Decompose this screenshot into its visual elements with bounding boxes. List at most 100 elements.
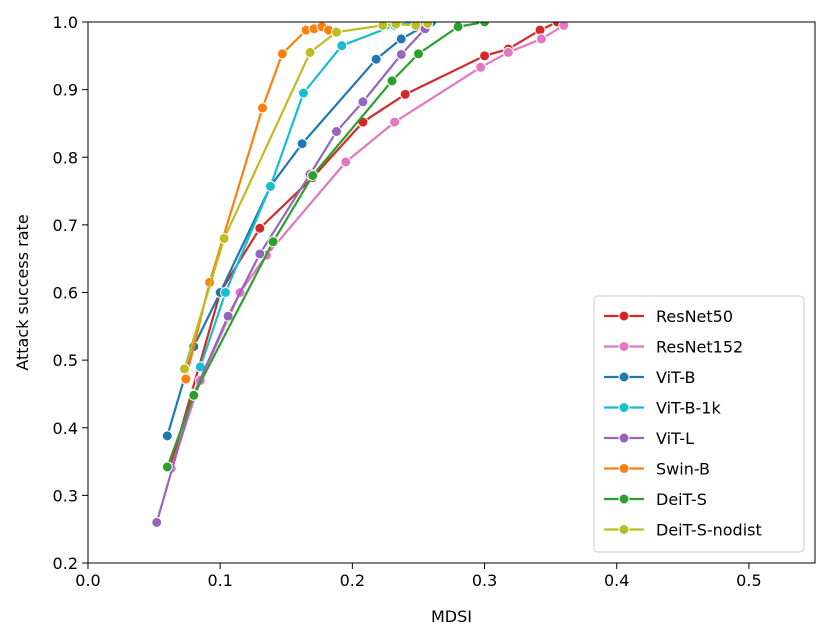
data-point-swin-b [256,102,268,114]
data-point-vit-l [357,96,369,108]
data-point-vit-l [395,48,407,60]
series-line-deit-s [166,22,485,468]
legend-item-swin-b: Swin-B [604,460,710,479]
legend-item-resnet152: ResNet152 [604,338,743,357]
series-swin-b [180,22,335,385]
data-point-vit-b [395,33,407,45]
data-point-deit-s [452,22,464,33]
data-point-resnet50 [254,222,266,234]
legend-label: DeiT-S-nodist [656,521,762,540]
data-point-vit-l [254,248,266,260]
x-axis-label: MDSI [431,607,472,626]
legend: ResNet50 ResNet152 ViT-B ViT-B-1k ViT-L Swin-… [593,295,805,553]
data-point-deit-s-nodist [331,26,343,38]
data-point-resnet152 [502,46,514,58]
data-point-vit-b [370,53,382,65]
x-tick-label: 0.2 [340,571,365,590]
y-tick-label: 0.9 [53,81,78,100]
data-point-resnet152 [475,61,487,73]
legend-item-vit-b: ViT-B [604,368,696,387]
data-point-resnet152 [389,116,401,128]
x-tick-label: 0.3 [472,571,497,590]
y-tick-label: 0.6 [53,284,78,303]
legend-label: ViT-B [656,368,696,387]
data-point-deit-s [188,389,200,401]
y-tick-label: 0.8 [53,148,78,167]
data-point-deit-s [267,236,279,248]
series-vit-l [151,23,431,528]
data-point-deit-s-nodist [390,22,402,30]
data-point-vit-b-1k [336,40,348,52]
legend-label: ResNet152 [656,338,743,357]
plot-border [87,21,816,564]
y-axis-label: Attack success rate [13,214,32,370]
data-point-vit-b-1k [297,87,309,99]
legend-swatch-marker [618,402,630,413]
data-point-resnet50 [399,88,411,100]
data-point-deit-s-nodist [422,22,434,29]
data-point-deit-s-nodist [377,22,389,31]
legend-swatch-marker [618,341,630,352]
series-line-resnet152 [170,24,565,469]
data-point-resnet152 [340,156,352,168]
legend-swatch-marker [618,432,630,444]
data-point-vit-l [331,126,343,138]
legend-item-vit-b-1k: ViT-B-1k [604,399,721,418]
legend-item-deit-s: DeiT-S [604,490,707,509]
data-point-deit-s-nodist [178,363,190,375]
y-tick-label: 0.7 [53,216,78,235]
data-point-deit-s [307,170,319,182]
plot-frame [87,21,816,564]
legend-label: ResNet50 [656,307,733,326]
y-tick-label: 0.4 [53,419,78,438]
legend-item-deit-s-nodist: DeiT-S-nodist [604,521,762,540]
x-tick-label: 0.1 [207,571,232,590]
legend-swatch-marker [618,524,630,535]
series-line-vit-l [155,28,426,523]
series-resnet50 [164,22,563,474]
legend-box [593,295,805,553]
data-point-deit-s [479,22,491,28]
data-point-deit-s-nodist [218,232,230,244]
series-deit-s-nodist [178,22,434,375]
series-layer [151,22,570,528]
data-point-resnet152 [558,22,570,31]
x-tick-label: 0.4 [604,571,629,590]
data-point-vit-b-1k [264,180,276,192]
legend-swatch-marker [618,463,630,474]
data-point-swin-b [276,48,288,60]
data-point-deit-s-nodist [410,22,422,31]
data-point-resnet50 [479,50,491,62]
series-line-deit-s-nodist [183,22,428,370]
data-point-resnet152 [535,33,547,45]
legend-swatch-marker [618,493,630,505]
data-point-deit-s [386,75,398,87]
legend-item-resnet50: ResNet50 [604,307,733,326]
x-tick-label: 0.0 [75,571,100,590]
legend-swatch-marker [618,310,630,322]
legend-label: DeiT-S [656,490,707,509]
legend-label: Swin-B [656,460,710,479]
legend-swatch-marker [618,371,630,383]
data-point-vit-b-1k [219,287,231,298]
series-line-swin-b [184,25,330,380]
axes: 0.0 0.1 0.2 0.3 0.4 0.5 0.2 0.3 0.4 0.5 0.6 0.7 0.8 0… [13,13,762,626]
data-point-vit-b [161,430,173,442]
y-tick-label: 0.3 [53,486,78,505]
series-resnet152 [165,22,570,474]
series-line-resnet50 [168,22,558,469]
data-point-deit-s [161,461,173,473]
x-tick-label: 0.5 [736,571,761,590]
data-point-deit-s-nodist [304,46,316,58]
y-tick-label: 1.0 [53,13,78,32]
data-point-vit-b [296,138,308,150]
legend-label: ViT-L [656,429,694,448]
series-deit-s [161,22,491,473]
legend-label: ViT-B-1k [656,399,721,418]
y-tick-label: 0.2 [53,554,78,573]
data-point-deit-s [412,48,424,60]
data-point-vit-l [151,516,163,528]
legend-item-vit-l: ViT-L [604,429,694,448]
data-point-vit-l [222,310,234,322]
